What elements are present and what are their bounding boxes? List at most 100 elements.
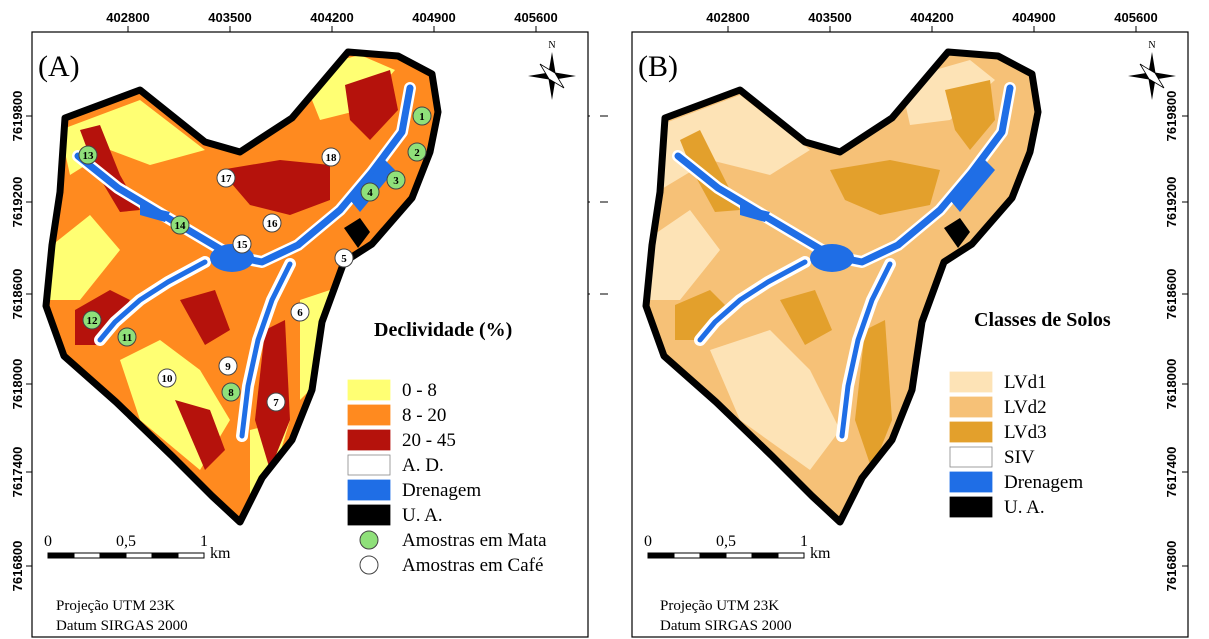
scale-segment — [47, 552, 75, 559]
projection-text: Projeção UTM 23K — [660, 598, 779, 614]
sample-number: 1 — [419, 111, 425, 123]
sample-number: 4 — [367, 187, 373, 199]
sample-circle — [334, 248, 354, 268]
x-tick-label: 402800 — [706, 10, 749, 25]
x-tick-label: 404200 — [910, 10, 953, 25]
sample-circle — [266, 392, 286, 412]
projection-text: Datum SIRGAS 2000 — [660, 618, 792, 634]
legend-swatch — [949, 396, 993, 418]
y-tick-label: 7618600 — [1164, 269, 1179, 320]
x-tick-label: 402800 — [106, 10, 149, 25]
sample-number: 10 — [162, 373, 174, 385]
legend-swatch — [347, 454, 391, 476]
y-tick-label: 7619200 — [1164, 177, 1179, 228]
sample-point: 2 — [407, 142, 427, 162]
y-tick-label: 7616800 — [1164, 541, 1179, 592]
class-zone — [675, 290, 725, 340]
sample-number: 17 — [221, 173, 233, 185]
class-zone — [646, 210, 720, 300]
watershed-boundary — [642, 48, 1042, 526]
legend-swatch — [347, 429, 391, 451]
sample-point: 16 — [262, 213, 282, 233]
north-label: N — [548, 40, 555, 51]
legend-title: Classes de Solos — [974, 309, 1111, 331]
legend: Classes de Solos LVd1 LVd2 LVd3 SIV Drenagem U… — [949, 309, 1111, 518]
scale-segment — [125, 552, 153, 559]
legend-label: U. A. — [402, 505, 443, 526]
sample-point: 7 — [266, 392, 286, 412]
north-arrow-icon — [1128, 52, 1176, 100]
legend-label: LVd3 — [1004, 422, 1047, 443]
sample-circle — [386, 170, 406, 190]
scale-bar: 0 0,5 1km — [44, 533, 231, 562]
drainage-line — [239, 261, 293, 439]
watershed-map — [642, 48, 1042, 526]
scale-segment — [751, 552, 779, 559]
legend-swatch — [359, 530, 379, 550]
sample-number: 6 — [297, 307, 303, 319]
legend-swatch — [347, 404, 391, 426]
compass-diag — [539, 63, 565, 89]
x-tick-label: 403500 — [208, 10, 251, 25]
legend-label: Drenagem — [402, 480, 481, 501]
scale-segment — [73, 552, 101, 559]
compass-diag — [1139, 63, 1165, 89]
legend-swatch — [949, 471, 993, 493]
sample-number: 7 — [273, 397, 279, 409]
legend-label: 0 - 8 — [402, 380, 437, 401]
sample-number: 5 — [341, 253, 347, 265]
class-zone — [855, 320, 892, 470]
sample-circle — [218, 356, 238, 376]
class-zone — [345, 70, 398, 140]
legend-label: LVd1 — [1004, 372, 1047, 393]
legend-swatch — [347, 504, 391, 526]
panel-label: (B) — [638, 50, 678, 83]
scale-segment — [725, 552, 753, 559]
legend-swatch — [949, 371, 993, 393]
legend-label: 20 - 45 — [402, 430, 456, 451]
map-panel-a: 402800 403500 404200 404900 405600 7619800 761… — [0, 0, 590, 639]
legend-label: SIV — [1004, 447, 1035, 468]
north-label: N — [1148, 40, 1155, 51]
sample-circle — [157, 368, 177, 388]
sample-number: 11 — [122, 332, 132, 344]
sample-circle — [321, 147, 341, 167]
legend-label: Amostras em Mata — [402, 530, 547, 551]
sample-number: 18 — [326, 152, 338, 164]
sample-point: 5 — [334, 248, 354, 268]
sample-circle — [170, 215, 190, 235]
sample-circle — [221, 382, 241, 402]
legend-label: Amostras em Café — [402, 555, 543, 576]
y-tick-label: 7618000 — [10, 359, 25, 410]
scale-tick: 1 — [800, 533, 808, 550]
scale-bar: 0 0,5 1km — [644, 533, 831, 562]
sample-circle — [407, 142, 427, 162]
ua-marker — [344, 218, 370, 248]
legend-swatch — [347, 479, 391, 501]
drainage-pond — [140, 205, 170, 222]
sample-number: 13 — [83, 150, 95, 162]
x-tick-label: 403500 — [808, 10, 851, 25]
scale-tick: 0,5 — [116, 533, 136, 550]
map-figure-b: 402800 403500 404200 404900 405600 7619800 761… — [600, 10, 1189, 638]
sample-point: 3 — [386, 170, 406, 190]
sample-point: 12 — [82, 310, 102, 330]
sample-number: 15 — [237, 239, 249, 251]
legend-swatch — [359, 555, 379, 575]
sample-circle — [290, 302, 310, 322]
legend-swatch — [949, 496, 993, 518]
legend-title: Declividade (%) — [374, 319, 512, 341]
drainage-pond — [740, 205, 770, 222]
map-panel-b: 402800 403500 404200 404900 405600 7619800 761… — [600, 0, 1190, 639]
sample-number: 8 — [228, 387, 234, 399]
sample-circle — [216, 168, 236, 188]
class-zone — [180, 290, 230, 345]
legend-label: U. A. — [1004, 497, 1045, 518]
class-zone — [220, 160, 330, 215]
legend-label: LVd2 — [1004, 397, 1047, 418]
sample-circle — [232, 234, 252, 254]
y-tick-label: 7616800 — [10, 541, 25, 592]
sample-point: 17 — [216, 168, 236, 188]
scale-tick: 1 — [200, 533, 208, 550]
